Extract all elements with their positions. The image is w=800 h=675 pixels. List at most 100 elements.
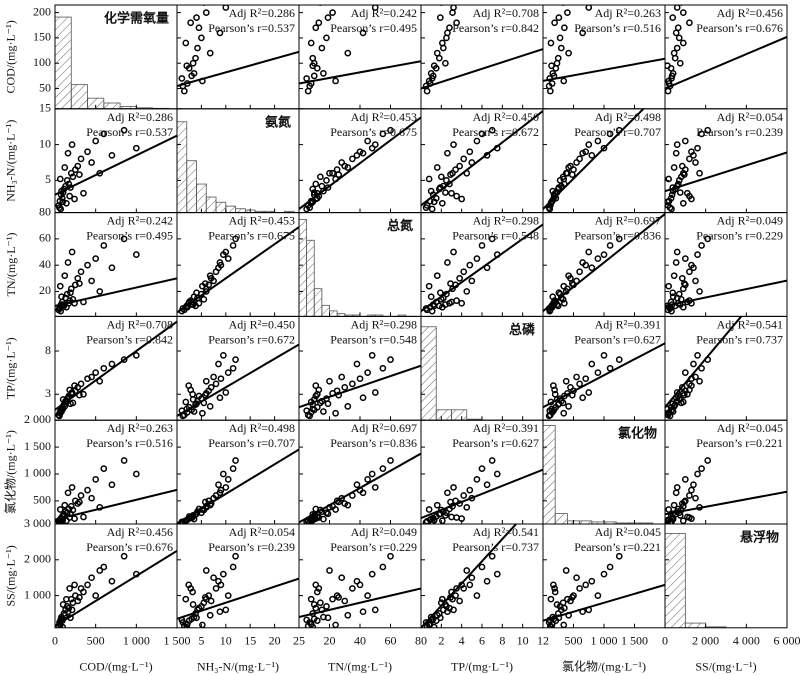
x-tick-label: 6 000	[774, 634, 800, 648]
scatter-point	[488, 457, 496, 464]
scatter-point	[77, 268, 85, 276]
hist-bar	[225, 205, 236, 213]
scatter-point	[704, 457, 712, 464]
x-tick-label: 20	[324, 634, 336, 648]
scatter-point	[326, 567, 333, 574]
adj-r2-value: 0.450	[268, 317, 295, 331]
scatter-point	[704, 235, 712, 243]
panel	[299, 351, 421, 420]
scatter-point	[679, 9, 687, 16]
scatter-point	[324, 614, 332, 622]
scatter-point	[672, 259, 680, 266]
scatter-point	[582, 581, 590, 589]
scatter-point	[68, 141, 76, 148]
scatter-point	[76, 498, 83, 506]
scatter-point	[428, 205, 436, 213]
pearson-r-prefix: Pearson’s r=	[574, 332, 634, 346]
pearson-r: Pearson’s r=0.836	[574, 228, 661, 242]
scatter-point	[185, 382, 193, 389]
scatter-point	[76, 280, 83, 287]
scatter-point	[679, 5, 684, 6]
scatter-point	[458, 299, 466, 307]
scatter-point	[353, 481, 361, 489]
panel	[421, 223, 543, 315]
scatter-point	[698, 242, 705, 249]
x-tick-label: 10	[517, 634, 529, 648]
scatter-point	[359, 149, 367, 157]
pearson-r-prefix: Pearson’s r=	[86, 540, 146, 554]
scatter-point	[77, 155, 85, 163]
scatter-point	[456, 274, 463, 282]
scatter-point	[353, 151, 361, 159]
scatter-point	[579, 149, 587, 157]
pearson-r-value: 0.516	[634, 21, 661, 35]
scatter-point	[553, 301, 561, 308]
panel	[665, 235, 787, 315]
scatter-point	[59, 601, 67, 608]
scatter-point	[668, 307, 675, 315]
panel	[543, 213, 665, 315]
scatter-point	[132, 470, 140, 478]
panel	[421, 110, 543, 213]
scatter-point	[450, 484, 457, 491]
panel	[665, 126, 787, 213]
scatter-point	[198, 34, 205, 42]
pearson-r-prefix: Pearson’s r=	[208, 436, 268, 450]
y-axis-title: TN/(mg·L⁻¹)	[4, 233, 18, 297]
panel	[177, 121, 295, 213]
y-tick-label: 3	[45, 386, 51, 400]
scatter-point	[201, 391, 209, 399]
scatter-point	[694, 144, 701, 152]
adj-r2-value: 0.054	[268, 525, 295, 539]
scatter-point	[326, 377, 333, 385]
scatter-point	[193, 14, 200, 22]
scatter-point	[428, 518, 436, 525]
scatter-point	[450, 606, 457, 614]
fit-line	[299, 452, 421, 524]
fit-line	[665, 35, 787, 90]
scatter-point	[195, 299, 203, 307]
scatter-point	[312, 604, 320, 612]
scatter-point	[585, 141, 593, 148]
scatter-point	[453, 297, 460, 304]
adj-r2-value: 0.541	[756, 317, 783, 331]
adj-r2: Adj R²=0.453	[229, 213, 295, 227]
hist-bar	[186, 160, 197, 213]
scatter-point	[565, 272, 572, 280]
adj-r2: Adj R²=0.049	[717, 213, 783, 227]
scatter-point	[379, 465, 387, 472]
scatter-point	[326, 169, 333, 177]
hist-bar	[684, 622, 707, 628]
adj-r2: Adj R²=0.498	[229, 421, 295, 435]
fit-line	[55, 277, 177, 307]
hist-bar	[321, 304, 330, 317]
fit-line	[665, 151, 787, 193]
scatter-point	[74, 597, 82, 605]
hist-bar	[451, 409, 468, 421]
adj-r2-value: 0.242	[390, 6, 417, 20]
fit-line	[299, 60, 421, 85]
diag-title: 氯化物	[618, 426, 657, 442]
x-tick-label: 500	[87, 634, 105, 648]
scatter-point	[329, 595, 336, 603]
adj-r2-prefix: Adj R²=	[473, 110, 513, 124]
scatter-point	[669, 14, 677, 22]
y-tick-label: 2 000	[24, 552, 51, 566]
scatter-point	[92, 592, 100, 599]
scatter-point	[232, 235, 239, 243]
scatter-point	[217, 375, 225, 383]
pearson-r-prefix: Pearson’s r=	[330, 21, 390, 35]
scatter-point	[63, 290, 71, 298]
x-tick-label: 10	[220, 634, 232, 648]
scatter-point	[57, 307, 65, 315]
scatter-point	[318, 44, 326, 52]
hist-bar	[554, 513, 568, 525]
hist-bar	[435, 409, 452, 421]
scatter-point	[452, 166, 459, 173]
scatter-point	[344, 611, 352, 619]
scatter-point	[669, 293, 677, 301]
scatter-point	[63, 595, 70, 603]
pearson-r: Pearson’s r=0.495	[86, 228, 173, 242]
scatter-point	[310, 601, 318, 608]
adj-r2-prefix: Adj R²=	[717, 213, 757, 227]
